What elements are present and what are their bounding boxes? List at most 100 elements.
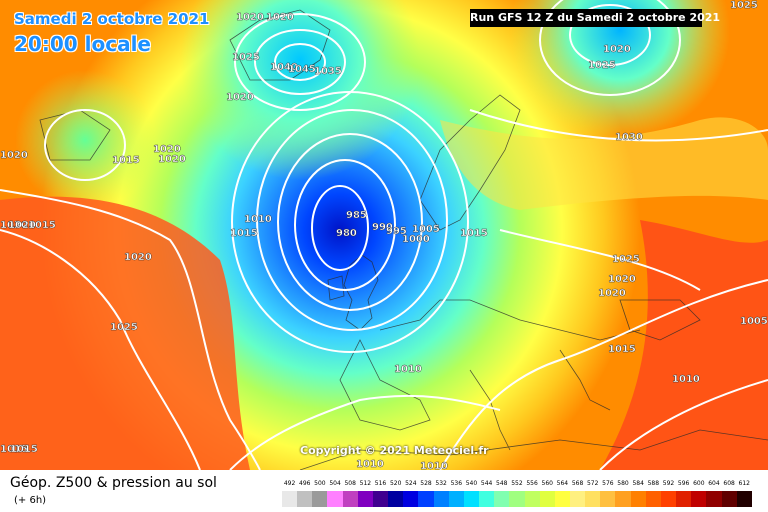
- pressure-label: 1025: [612, 254, 640, 265]
- pressure-label: 1020: [226, 92, 254, 103]
- legend-tick: 572: [586, 480, 599, 487]
- legend-swatch: [418, 491, 434, 507]
- pressure-label: 1045: [288, 64, 316, 75]
- legend-swatch: [372, 491, 389, 507]
- legend-swatch: [282, 491, 298, 507]
- legend-swatch: [721, 491, 737, 507]
- legend-tick: 508: [344, 480, 356, 487]
- pressure-label: 1025: [588, 60, 616, 71]
- pressure-label: 1020: [124, 252, 152, 263]
- pressure-label: 1020: [608, 274, 636, 285]
- legend-swatch: [600, 491, 616, 507]
- legend-tick: 588: [647, 480, 660, 487]
- pressure-label: 1000: [402, 234, 430, 245]
- weather-map: 1015 1020 1020 1025 1030 1020 1025 1020 …: [0, 0, 768, 470]
- pressure-label: 1015: [0, 444, 28, 455]
- legend-swatch: [403, 491, 419, 507]
- legend-tick: 564: [556, 480, 569, 487]
- legend-colors: [282, 491, 752, 507]
- pressure-label: 1020: [158, 154, 186, 165]
- legend-tick: 548: [496, 480, 508, 487]
- pressure-label: 1015: [112, 155, 140, 166]
- legend-swatch: [645, 491, 661, 507]
- map-title: Géop. Z500 & pression au sol: [10, 475, 217, 491]
- pressure-label: 1005: [412, 224, 440, 235]
- legend-swatch: [615, 491, 631, 507]
- legend-swatch: [297, 491, 313, 507]
- pressure-label: 1005: [740, 316, 768, 327]
- pressure-label: 980: [336, 228, 357, 239]
- legend-tick: 608: [723, 480, 735, 487]
- pressure-label: 1015: [460, 228, 488, 239]
- legend-tick: 500: [314, 480, 326, 487]
- pressure-label: 1015: [10, 444, 38, 455]
- pressure-label: 1020: [236, 12, 264, 23]
- pressure-label: 1015: [608, 344, 636, 355]
- legend-swatch: [479, 491, 495, 507]
- legend-tick: 604: [708, 480, 720, 487]
- legend-tick: 492: [283, 480, 296, 487]
- legend-swatch: [706, 491, 722, 507]
- legend-tick: 544: [480, 480, 493, 487]
- legend-tick: 532: [435, 480, 447, 487]
- legend-swatch: [676, 491, 692, 507]
- legend-tick: 536: [450, 480, 463, 487]
- legend-swatch: [494, 491, 510, 507]
- pressure-label: 1020: [0, 150, 28, 161]
- legend-swatch: [312, 491, 328, 507]
- legend-tick: 496: [299, 480, 311, 487]
- pressure-label: 1020: [603, 44, 631, 55]
- legend-swatch: [736, 491, 752, 507]
- legend-swatch: [569, 491, 586, 507]
- legend-swatch: [539, 491, 555, 507]
- pressure-label: 990: [372, 222, 393, 233]
- pressure-label: 1015: [230, 228, 258, 239]
- legend-tick: 568: [571, 480, 584, 487]
- legend-swatch: [327, 491, 343, 507]
- legend-ticks: 492 496 500 504 508 512 516 520 524 528 532 536 540 5…: [282, 478, 752, 490]
- pressure-label: 1020: [266, 12, 294, 23]
- pressure-label: 1010: [672, 374, 700, 385]
- pressure-label: 985: [346, 210, 367, 221]
- legend-tick: 560: [541, 480, 553, 487]
- legend-tick: 528: [420, 480, 432, 487]
- legend-swatch: [585, 491, 601, 507]
- legend-tick: 504: [329, 480, 341, 487]
- pressure-label: 995: [386, 226, 407, 237]
- legend-tick: 600: [693, 480, 705, 487]
- legend-tick: 612: [738, 480, 750, 487]
- legend-swatch: [660, 491, 677, 507]
- legend-tick: 524: [405, 480, 417, 487]
- legend-tick: 556: [526, 480, 538, 487]
- legend-swatch: [433, 491, 449, 507]
- legend-tick: 592: [662, 480, 675, 487]
- forecast-time: 20:00 locale: [14, 32, 151, 56]
- pressure-label: 1010: [244, 214, 272, 225]
- legend-tick: 580: [617, 480, 629, 487]
- legend-tick: 552: [511, 480, 523, 487]
- legend-tick: 540: [465, 480, 478, 487]
- pressure-label: 1030: [615, 132, 643, 143]
- legend-swatch: [524, 491, 540, 507]
- legend-swatch: [554, 491, 570, 507]
- forecast-step: (+ 6h): [14, 495, 47, 506]
- legend-swatch: [448, 491, 464, 507]
- pressure-label: 1040: [270, 62, 298, 73]
- legend-tick: 512: [359, 480, 372, 487]
- run-banner: Run GFS 12 Z du Samedi 2 octobre 2021: [470, 9, 720, 27]
- legend-tick: 576: [602, 480, 614, 487]
- legend-tick: 520: [389, 480, 402, 487]
- pressure-label: 1030: [0, 220, 28, 231]
- pressure-label: 1020: [153, 144, 181, 155]
- legend-swatch: [691, 491, 707, 507]
- legend-swatch: [463, 491, 480, 507]
- legend-swatch: [357, 491, 373, 507]
- legend-swatch: [509, 491, 525, 507]
- legend-swatch: [630, 491, 646, 507]
- forecast-date: Samedi 2 octobre 2021: [14, 10, 210, 28]
- pressure-label: 1010: [394, 364, 422, 375]
- pressure-label: 1015: [28, 220, 56, 231]
- legend-tick: 516: [374, 480, 387, 487]
- legend-swatch: [342, 491, 358, 507]
- pressure-label: 1010: [420, 461, 448, 470]
